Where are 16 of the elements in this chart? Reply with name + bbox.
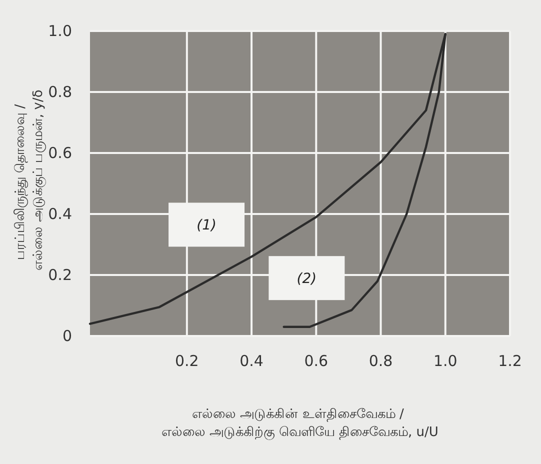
y-axis-title: பரப்பிலிருந்து தொலைவு / எல்லை அடுக்குப் பருமன், y/δ xyxy=(13,90,46,270)
x-tick-label: 0.6 xyxy=(304,352,328,370)
x-tick-label: 0.8 xyxy=(368,352,393,370)
x-tick-label: 0.2 xyxy=(174,352,199,370)
y-tick-label: 1.0 xyxy=(48,22,72,40)
y-tick-label: 0.4 xyxy=(48,205,72,223)
x-tick-label: 0.4 xyxy=(240,352,264,370)
y-tick-label: 0.6 xyxy=(48,144,72,162)
y-tick-label: 0.2 xyxy=(48,266,72,284)
x-tick-label: 1.0 xyxy=(433,352,458,370)
text: (2) xyxy=(296,271,317,288)
x-axis-title: எல்லை அடுக்கின் உள்திசைவேகம் / எல்லை அடுக்கிற்கு வெளியே திசைவேகம், u/U xyxy=(162,407,438,440)
y-tick-label: 0.8 xyxy=(48,83,72,101)
y-tick-label: 0 xyxy=(62,327,72,345)
text: (1) xyxy=(196,218,216,234)
x-tick-label: 1.2 xyxy=(498,352,522,370)
